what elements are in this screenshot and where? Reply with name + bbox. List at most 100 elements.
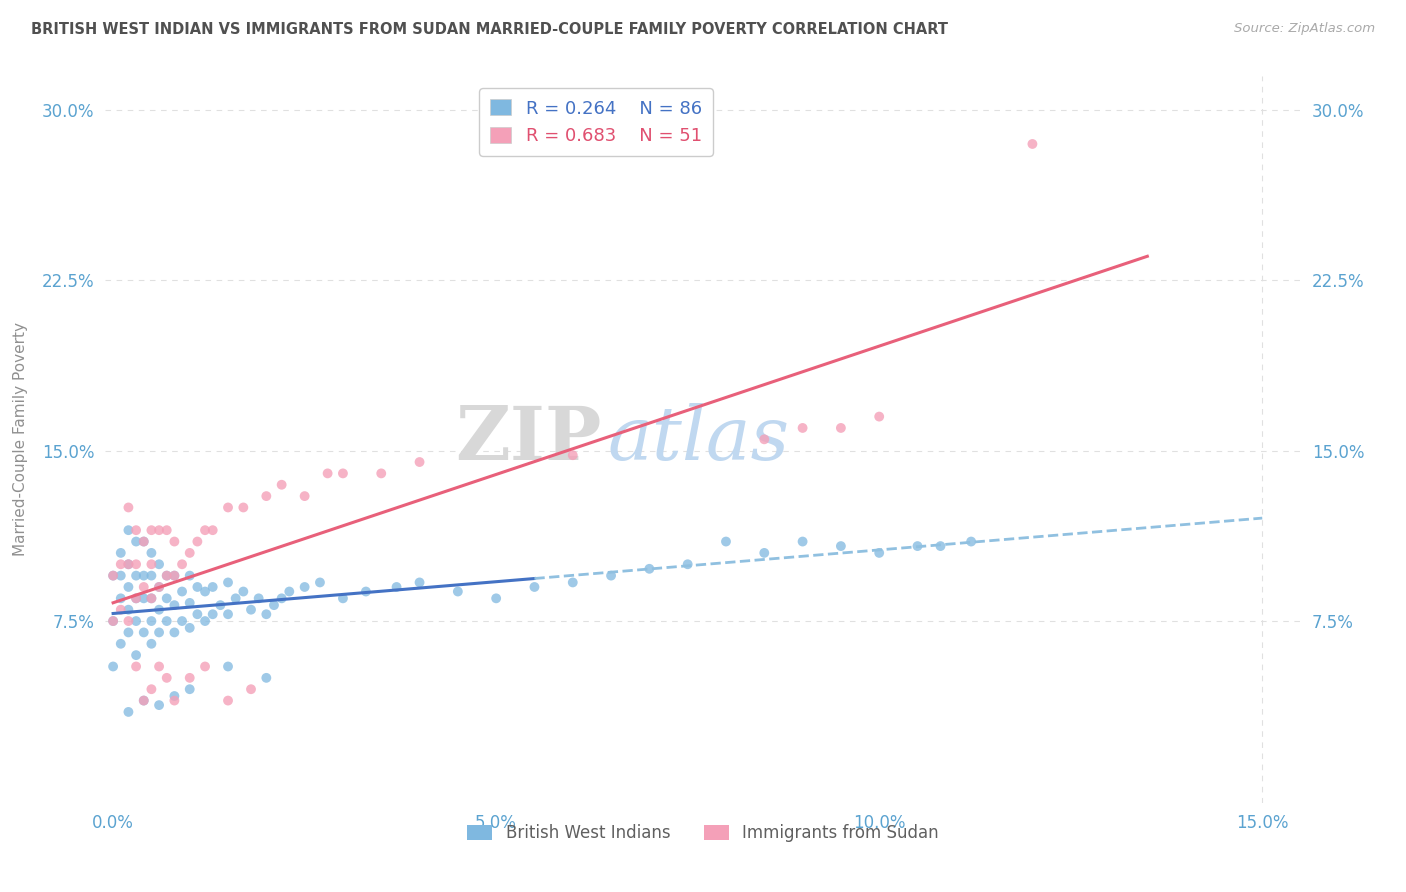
Point	[148, 698, 170, 712]
Point	[600, 568, 623, 582]
Point	[163, 568, 186, 582]
Point	[141, 614, 163, 628]
Point	[316, 467, 339, 481]
Point	[132, 693, 155, 707]
Point	[217, 607, 239, 622]
Point	[561, 575, 583, 590]
Point	[101, 614, 124, 628]
Point	[156, 523, 179, 537]
Point	[523, 580, 546, 594]
Point	[278, 584, 301, 599]
Point	[110, 591, 132, 606]
Point	[117, 580, 139, 594]
Point	[447, 584, 470, 599]
Point	[830, 421, 852, 435]
Point	[125, 648, 148, 662]
Point	[148, 580, 170, 594]
Point	[186, 580, 208, 594]
Point	[194, 659, 217, 673]
Point	[754, 546, 776, 560]
Point	[163, 598, 186, 612]
Point	[676, 558, 699, 572]
Point	[792, 421, 814, 435]
Point	[132, 580, 155, 594]
Text: BRITISH WEST INDIAN VS IMMIGRANTS FROM SUDAN MARRIED-COUPLE FAMILY POVERTY CORRE: BRITISH WEST INDIAN VS IMMIGRANTS FROM S…	[31, 22, 948, 37]
Point	[156, 568, 179, 582]
Point	[254, 489, 277, 503]
Point	[141, 682, 163, 697]
Point	[179, 621, 201, 635]
Text: ZIP: ZIP	[456, 403, 602, 475]
Point	[101, 568, 124, 582]
Text: atlas: atlas	[607, 403, 790, 475]
Point	[638, 562, 661, 576]
Point	[209, 598, 232, 612]
Point	[240, 603, 263, 617]
Point	[110, 558, 132, 572]
Point	[868, 546, 890, 560]
Point	[110, 546, 132, 560]
Point	[141, 568, 163, 582]
Point	[792, 534, 814, 549]
Point	[132, 591, 155, 606]
Point	[125, 659, 148, 673]
Point	[148, 558, 170, 572]
Point	[201, 580, 224, 594]
Point	[332, 467, 354, 481]
Point	[225, 591, 247, 606]
Point	[754, 432, 776, 446]
Point	[408, 455, 430, 469]
Point	[170, 558, 193, 572]
Point	[125, 568, 148, 582]
Point	[270, 477, 292, 491]
Point	[179, 568, 201, 582]
Point	[1021, 136, 1043, 151]
Point	[117, 500, 139, 515]
Point	[254, 607, 277, 622]
Point	[117, 603, 139, 617]
Point	[141, 637, 163, 651]
Point	[148, 659, 170, 673]
Point	[132, 693, 155, 707]
Point	[170, 614, 193, 628]
Point	[201, 523, 224, 537]
Point	[179, 546, 201, 560]
Point	[117, 614, 139, 628]
Point	[247, 591, 270, 606]
Legend: British West Indians, Immigrants from Sudan: British West Indians, Immigrants from Su…	[461, 818, 945, 849]
Point	[270, 591, 292, 606]
Point	[163, 689, 186, 703]
Point	[117, 558, 139, 572]
Point	[117, 558, 139, 572]
Point	[217, 659, 239, 673]
Point	[217, 575, 239, 590]
Text: Source: ZipAtlas.com: Source: ZipAtlas.com	[1234, 22, 1375, 36]
Point	[101, 659, 124, 673]
Point	[186, 534, 208, 549]
Point	[132, 568, 155, 582]
Point	[385, 580, 408, 594]
Point	[408, 575, 430, 590]
Point	[125, 591, 148, 606]
Point	[132, 534, 155, 549]
Point	[110, 568, 132, 582]
Point	[960, 534, 983, 549]
Point	[156, 568, 179, 582]
Point	[179, 596, 201, 610]
Point	[148, 523, 170, 537]
Point	[714, 534, 737, 549]
Point	[485, 591, 508, 606]
Point	[232, 500, 254, 515]
Y-axis label: Married-Couple Family Poverty: Married-Couple Family Poverty	[13, 322, 28, 557]
Point	[141, 523, 163, 537]
Point	[101, 614, 124, 628]
Point	[141, 591, 163, 606]
Point	[309, 575, 332, 590]
Point	[354, 584, 377, 599]
Point	[163, 534, 186, 549]
Point	[156, 614, 179, 628]
Point	[125, 534, 148, 549]
Point	[217, 500, 239, 515]
Point	[263, 598, 285, 612]
Point	[148, 580, 170, 594]
